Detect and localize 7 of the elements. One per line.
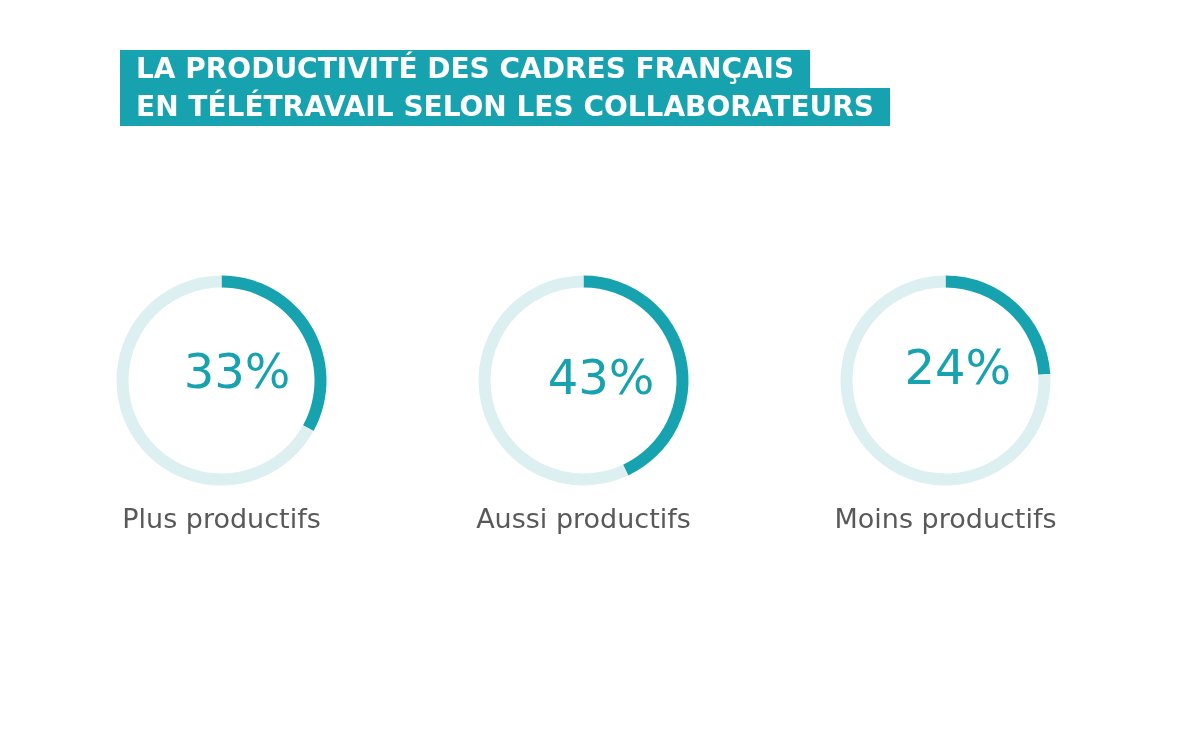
text: LA PRODUCTIVITÉ DES CADRES FRANÇAIS EN TÉLÉTRAVAIL SELON LES COLLABORATEURS [135, 50, 875, 126]
text: Moins productifs [834, 503, 1057, 534]
data-label: 43% [547, 348, 655, 405]
text: Aussi productifs [476, 503, 691, 534]
data-label: 33% [183, 343, 291, 400]
data-label: 24% [904, 339, 1012, 396]
text: Plus productifs [122, 503, 321, 534]
